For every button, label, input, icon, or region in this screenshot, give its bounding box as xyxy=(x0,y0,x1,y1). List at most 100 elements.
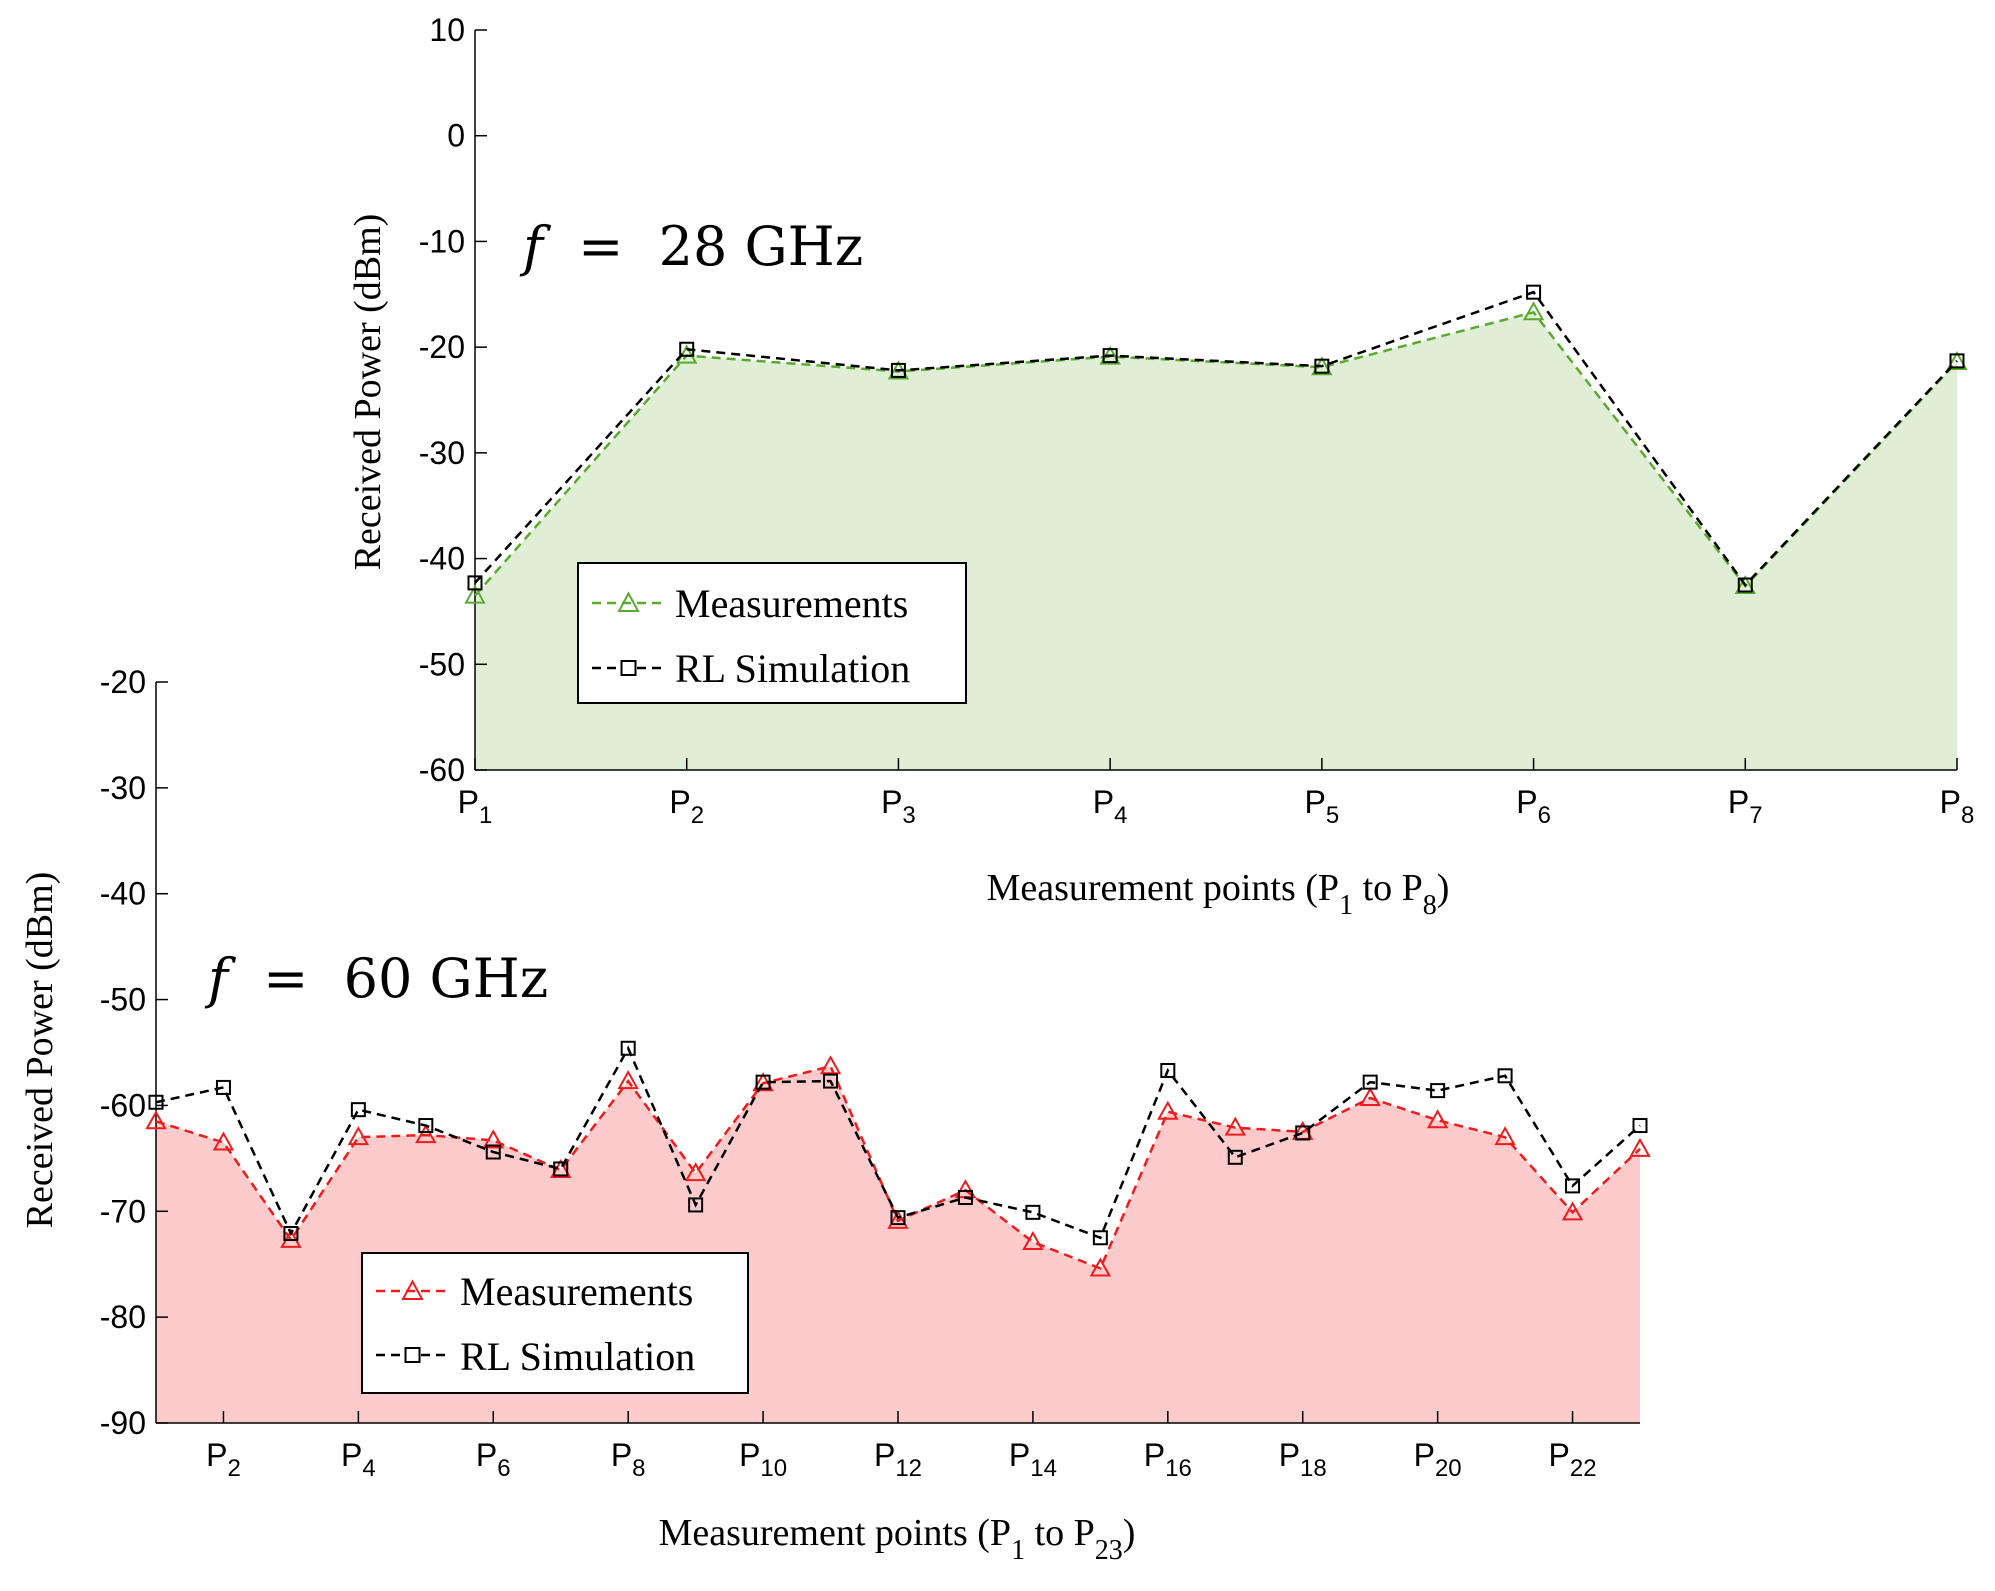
x-tick-subscript: 2 xyxy=(691,802,704,829)
simulation-point xyxy=(1430,1083,1446,1099)
y-axis-label: Received Power (dBm) xyxy=(347,214,389,571)
x-tick-label: P6 xyxy=(476,1437,511,1482)
x-tick-letter: P xyxy=(476,1437,497,1473)
y-tick-label: 0 xyxy=(447,118,465,154)
x-tick-subscript: 10 xyxy=(760,1455,787,1482)
simulation-point xyxy=(620,1040,636,1056)
simulation-point xyxy=(467,575,483,591)
y-tick-label: -20 xyxy=(100,664,146,700)
simulation-point xyxy=(418,1118,434,1134)
legend-simulation-label: RL Simulation xyxy=(675,646,910,691)
frequency-annotation: f = 60 GHz xyxy=(204,947,548,1010)
x-tick-label: P18 xyxy=(1279,1437,1327,1482)
x-tick-labels: P2 P4 P6 P8 P10 P12 P14 P16 P18 P20 P22 xyxy=(206,1411,1597,1482)
x-tick-subscript: 2 xyxy=(227,1455,240,1482)
x-tick-labels: P1 P2 P3 P4 P5 P6 P7 P8 xyxy=(458,758,1975,829)
measurement-point xyxy=(1629,1137,1651,1157)
y-tick-label: -20 xyxy=(419,329,465,365)
x-tick-subscript: 5 xyxy=(1326,802,1339,829)
y-tick-label: 10 xyxy=(429,12,465,48)
simulation-point xyxy=(553,1161,569,1177)
legend-triangle-marker xyxy=(401,1279,424,1300)
measurement-point xyxy=(1561,1201,1584,1221)
x-tick-subscript: 4 xyxy=(362,1455,375,1482)
x-tick-label: P6 xyxy=(1516,784,1551,829)
simulation-point xyxy=(215,1079,231,1095)
simulation-point xyxy=(1362,1074,1378,1090)
series-line-rl-simulation xyxy=(474,290,1958,587)
x-tick-subscript: 8 xyxy=(1961,802,1974,829)
measurement-point xyxy=(1522,301,1545,321)
x-tick-subscript: 6 xyxy=(1538,802,1551,829)
measurement-point xyxy=(415,1124,437,1144)
x-tick-subscript: 1 xyxy=(479,802,492,829)
series-line-measurements xyxy=(155,1064,1641,1271)
y-tick-label: -50 xyxy=(100,982,146,1018)
x-tick-label: P2 xyxy=(206,1437,241,1482)
measurement-point xyxy=(280,1228,302,1248)
legend-box xyxy=(577,562,967,704)
simulation-point xyxy=(485,1144,501,1160)
x-tick-letter: P xyxy=(458,784,479,820)
x-tick-label: P16 xyxy=(1144,1437,1192,1482)
measurement-point xyxy=(145,1110,167,1130)
x-tick-label: P8 xyxy=(1940,784,1975,829)
legend-triangle-marker xyxy=(617,591,640,612)
x-tick-subscript: 8 xyxy=(632,1455,645,1482)
x-tick-letter: P xyxy=(1414,1437,1435,1473)
x-tick-letter: P xyxy=(1009,1437,1030,1473)
simulation-point xyxy=(890,362,906,378)
x-tick-label: P1 xyxy=(458,784,493,829)
measurement-point xyxy=(1946,350,1968,370)
x-tick-subscript: 12 xyxy=(895,1455,922,1482)
x-tick-label: P4 xyxy=(1093,784,1128,829)
x-tick-subscript: 22 xyxy=(1570,1455,1597,1482)
legend-box xyxy=(361,1252,749,1394)
x-tick-letter: P xyxy=(1279,1437,1300,1473)
x-tick-letter: P xyxy=(1728,784,1749,820)
x-tick-letter: P xyxy=(1093,784,1114,820)
y-tick-labels: 10 0 -10 -20 -30 -40 -50 -60 xyxy=(419,12,487,788)
simulation-point xyxy=(679,341,695,357)
measurement-point xyxy=(1494,1126,1516,1146)
x-tick-subscript: 7 xyxy=(1749,802,1762,829)
x-tick-label: P22 xyxy=(1549,1437,1597,1482)
y-tick-label: -10 xyxy=(419,223,465,259)
legend-square-marker xyxy=(620,660,637,676)
frequency-annotation: f = 28 GHz xyxy=(519,215,863,278)
series-line-measurements xyxy=(474,310,1958,597)
x-tick-letter: P xyxy=(341,1437,362,1473)
simulation-point xyxy=(957,1190,973,1206)
x-tick-letter: P xyxy=(611,1437,632,1473)
simulation-point xyxy=(1092,1230,1108,1246)
y-tick-label: -80 xyxy=(100,1299,146,1335)
x-tick-subscript: 3 xyxy=(902,802,915,829)
x-tick-letter: P xyxy=(1549,1437,1570,1473)
measurement-point xyxy=(1089,1257,1112,1277)
y-tick-labels: -20 -30 -40 -50 -60 -70 -80 -90 xyxy=(100,664,168,1441)
simulation-point xyxy=(1227,1149,1243,1165)
x-tick-label: P12 xyxy=(874,1437,922,1482)
measurement-point xyxy=(684,1162,707,1182)
x-tick-label: P4 xyxy=(341,1437,376,1482)
simulation-point xyxy=(1526,284,1542,300)
x-tick-letter: P xyxy=(669,784,690,820)
measurement-point xyxy=(617,1070,639,1090)
x-tick-label: P8 xyxy=(611,1437,646,1482)
measurement-point xyxy=(464,584,486,604)
measurement-point xyxy=(1157,1100,1179,1120)
x-tick-subscript: 20 xyxy=(1435,1455,1462,1482)
x-tick-letter: P xyxy=(874,1437,895,1473)
x-tick-label: P14 xyxy=(1009,1437,1057,1482)
simulation-point xyxy=(1949,353,1965,369)
x-tick-subscript: 6 xyxy=(497,1455,510,1482)
simulation-point xyxy=(688,1197,704,1213)
legend-measurements-label: Measurements xyxy=(675,581,908,626)
simulation-point xyxy=(1160,1062,1176,1078)
x-tick-letter: P xyxy=(206,1437,227,1473)
legend-square-marker xyxy=(404,1347,421,1363)
y-tick-label: -40 xyxy=(100,876,146,912)
x-tick-label: P10 xyxy=(739,1437,787,1482)
y-tick-label: -30 xyxy=(419,435,465,471)
